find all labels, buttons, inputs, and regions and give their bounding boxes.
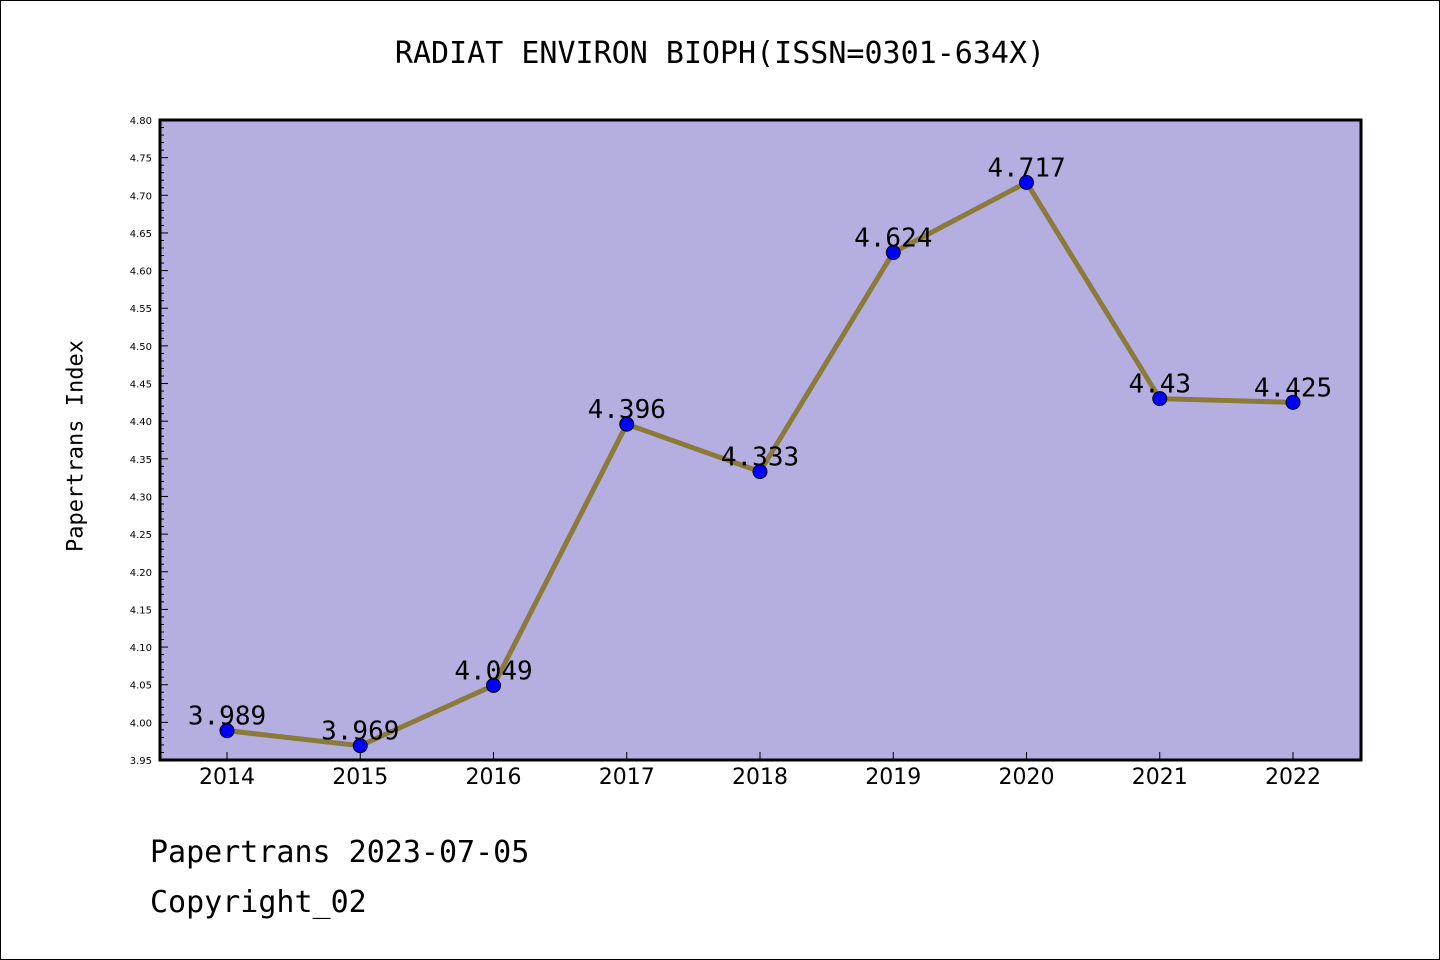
y-tick-label: 4.55 (130, 304, 152, 315)
y-axis: 3.95 4.00 4.05 4.10 4.15 4.20 4.25 4.30 4.35 4.40… (130, 116, 168, 767)
y-tick-label: 4.45 (130, 380, 152, 391)
x-tick-label: 2014 (199, 765, 255, 790)
y-tick-label: 4.25 (130, 530, 152, 541)
data-label: 4.43 (1128, 370, 1191, 400)
y-tick-label: 4.05 (130, 681, 152, 692)
y-tick-label: 4.60 (130, 267, 152, 278)
y-tick-label: 4.15 (130, 605, 152, 616)
x-tick-label: 2018 (732, 765, 788, 790)
y-tick-label: 4.10 (130, 643, 152, 654)
chart-title: RADIAT ENVIRON BIOPH(ISSN=0301-634X) (394, 36, 1046, 71)
x-tick-label: 2021 (1132, 765, 1188, 790)
data-label: 4.425 (1254, 373, 1332, 403)
data-labels: 3.989 3.969 4.049 4.396 4.333 4.624 4.717 4.43 4… (188, 153, 1332, 746)
data-label: 3.969 (321, 717, 399, 747)
x-tick-label: 2016 (466, 765, 522, 790)
x-tick-label: 2020 (999, 765, 1055, 790)
y-tick-label: 3.95 (130, 756, 152, 767)
data-label: 3.989 (188, 702, 266, 732)
y-tick-label: 4.30 (130, 492, 152, 503)
y-tick-label: 4.75 (130, 154, 152, 165)
x-tick-label: 2019 (865, 765, 921, 790)
data-point (1285, 394, 1301, 410)
y-tick-label: 4.65 (130, 229, 152, 240)
data-label: 4.396 (588, 395, 666, 425)
x-tick-label: 2015 (332, 765, 388, 790)
data-point (486, 677, 501, 693)
y-tick-label: 4.00 (130, 718, 152, 729)
y-tick-label: 4.20 (130, 568, 152, 579)
data-label: 4.624 (854, 224, 932, 254)
x-axis: 2014 2015 2016 2017 2018 2019 2020 2021 2022 (199, 752, 1321, 790)
y-tick-label: 4.35 (130, 455, 152, 466)
y-tick-label: 4.80 (130, 116, 152, 127)
data-point (752, 464, 768, 480)
y-tick-label: 4.50 (130, 342, 152, 353)
footer-copyright: Copyright_02 (150, 885, 367, 920)
x-tick-label: 2022 (1265, 765, 1321, 790)
data-label: 4.049 (454, 656, 532, 686)
y-tick-label: 4.70 (130, 191, 152, 202)
x-tick-label: 2017 (599, 765, 655, 790)
data-label: 4.717 (987, 153, 1065, 183)
y-tick-label: 4.40 (130, 417, 152, 428)
data-point (1019, 174, 1034, 190)
data-point (1152, 391, 1168, 407)
footer-date: Papertrans 2023-07-05 (150, 835, 530, 870)
data-point (219, 723, 235, 739)
series-layer (219, 174, 1301, 754)
data-label: 4.333 (721, 443, 799, 473)
data-point (885, 245, 901, 261)
plot-area (158, 118, 1363, 762)
data-point (352, 738, 368, 754)
data-point (619, 416, 635, 432)
